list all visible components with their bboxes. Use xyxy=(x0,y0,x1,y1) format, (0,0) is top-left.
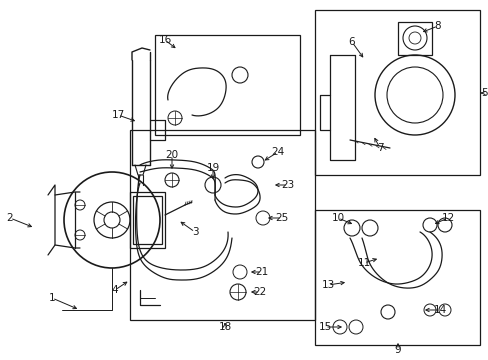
Text: 2: 2 xyxy=(7,213,13,223)
Text: 23: 23 xyxy=(281,180,294,190)
Text: 3: 3 xyxy=(191,227,198,237)
Text: 8: 8 xyxy=(434,21,440,31)
Text: 19: 19 xyxy=(206,163,219,173)
Text: 13: 13 xyxy=(321,280,334,290)
Text: 12: 12 xyxy=(441,213,454,223)
Text: 7: 7 xyxy=(376,143,383,153)
Text: 21: 21 xyxy=(255,267,268,277)
Bar xyxy=(314,210,479,345)
Text: 9: 9 xyxy=(394,345,401,355)
Text: 6: 6 xyxy=(348,37,355,47)
Text: 10: 10 xyxy=(331,213,344,223)
Bar xyxy=(130,192,164,248)
Text: 11: 11 xyxy=(357,258,370,268)
Text: 5: 5 xyxy=(481,88,488,98)
Text: 14: 14 xyxy=(432,305,446,315)
Bar xyxy=(314,10,479,175)
Text: 16: 16 xyxy=(158,35,171,45)
Text: 24: 24 xyxy=(271,147,284,157)
Bar xyxy=(397,22,431,55)
Bar xyxy=(130,130,314,320)
Bar xyxy=(155,35,299,135)
Text: 25: 25 xyxy=(275,213,288,223)
Bar xyxy=(133,196,162,244)
Text: 17: 17 xyxy=(111,110,124,120)
Text: 18: 18 xyxy=(218,322,231,332)
Text: 20: 20 xyxy=(165,150,178,160)
Text: 15: 15 xyxy=(318,322,331,332)
Text: 1: 1 xyxy=(49,293,55,303)
Text: 22: 22 xyxy=(253,287,266,297)
Text: 4: 4 xyxy=(111,285,118,295)
